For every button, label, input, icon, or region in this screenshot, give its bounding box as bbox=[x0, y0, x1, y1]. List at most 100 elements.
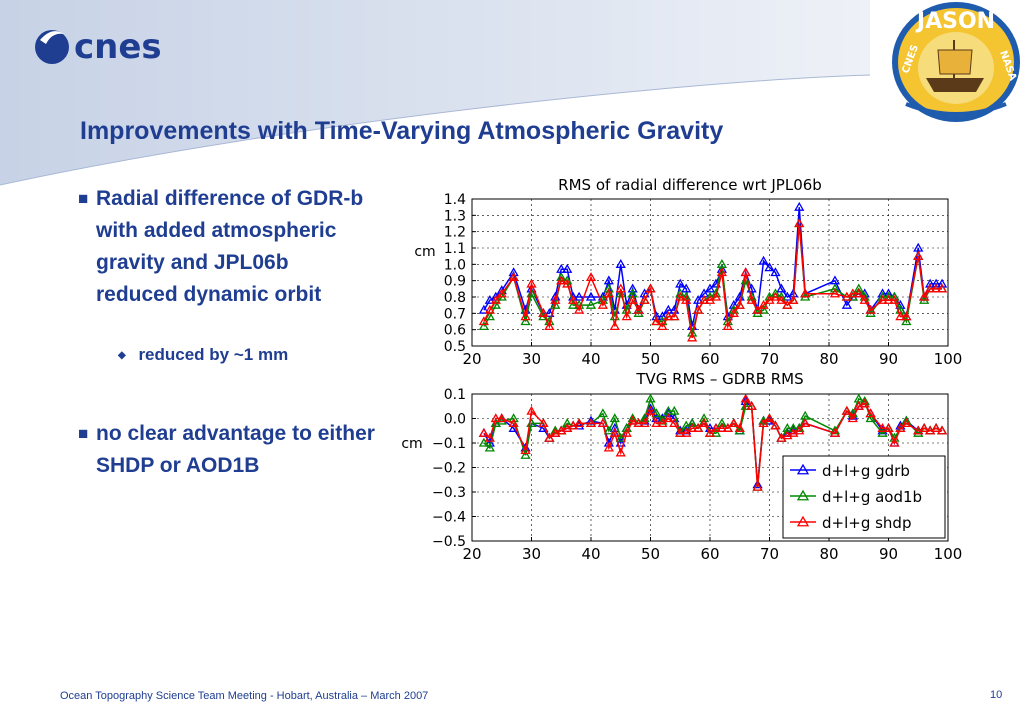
footer-text: Ocean Topography Science Team Meeting - … bbox=[60, 690, 429, 702]
data-point bbox=[877, 294, 888, 304]
data-point bbox=[734, 422, 745, 432]
data-point bbox=[841, 405, 852, 415]
data-point bbox=[889, 294, 900, 304]
data-point bbox=[746, 294, 757, 304]
y-tick-label: −0.2 bbox=[432, 461, 466, 477]
data-point bbox=[710, 427, 722, 437]
data-point bbox=[603, 442, 614, 452]
charts: RMS of radial difference wrt JPL06b cm 0… bbox=[401, 176, 963, 563]
data-point bbox=[746, 400, 757, 410]
data-point bbox=[758, 304, 769, 314]
chart-bottom: TVG RMS – GDRB RMS cm −0.5−0.4−0.3−0.2−0… bbox=[401, 370, 962, 563]
data-point bbox=[484, 442, 495, 452]
data-point bbox=[770, 291, 781, 301]
data-point bbox=[913, 427, 924, 437]
data-point bbox=[609, 413, 620, 423]
data-point bbox=[770, 267, 781, 277]
data-point bbox=[865, 304, 876, 314]
data-point bbox=[657, 321, 668, 331]
data-point bbox=[722, 321, 733, 331]
data-point bbox=[508, 267, 519, 277]
data-point bbox=[478, 427, 490, 437]
data-point bbox=[687, 422, 698, 432]
data-point bbox=[859, 398, 870, 408]
data-point bbox=[615, 283, 626, 293]
y-tick-label: 1.2 bbox=[444, 225, 466, 241]
data-point bbox=[645, 393, 656, 403]
data-point bbox=[829, 288, 841, 298]
data-point bbox=[585, 299, 597, 309]
legend-label: d+l+g aod1b bbox=[822, 488, 922, 506]
cnes-logo-text: cnes bbox=[74, 27, 162, 67]
chart-bottom-ylabel: cm bbox=[401, 436, 422, 452]
x-tick-label: 80 bbox=[819, 545, 838, 563]
y-tick-label: 0.6 bbox=[444, 323, 466, 339]
data-point bbox=[925, 283, 936, 293]
data-point bbox=[478, 321, 490, 331]
data-point bbox=[657, 311, 668, 321]
data-point bbox=[913, 250, 924, 260]
data-point bbox=[585, 418, 597, 428]
chart-top-ylabel: cm bbox=[414, 244, 435, 260]
data-point bbox=[758, 255, 769, 265]
x-tick-label: 90 bbox=[879, 545, 898, 563]
y-tick-label: 1.4 bbox=[444, 192, 466, 208]
data-point bbox=[478, 316, 490, 326]
data-point bbox=[609, 427, 620, 437]
data-point bbox=[925, 278, 936, 288]
data-point bbox=[901, 418, 912, 428]
bullet-text: Radial difference of GDR-b with added at… bbox=[96, 187, 364, 306]
data-point bbox=[538, 308, 549, 317]
data-point bbox=[710, 291, 722, 301]
data-point bbox=[847, 413, 858, 423]
chart-bottom-series bbox=[478, 393, 948, 491]
chart-top-series bbox=[478, 201, 948, 342]
bullet-text: no clear advantage to either SHDP or AOD… bbox=[96, 422, 375, 477]
data-point bbox=[764, 262, 775, 272]
data-point bbox=[627, 415, 638, 425]
data-point bbox=[758, 418, 769, 428]
data-point bbox=[681, 427, 692, 437]
data-point bbox=[556, 275, 567, 285]
data-point bbox=[734, 299, 745, 309]
jason-logo: JASON CNES NASA bbox=[892, 2, 1020, 122]
data-point bbox=[478, 437, 490, 447]
data-point bbox=[568, 294, 579, 304]
data-point bbox=[800, 418, 811, 428]
data-point bbox=[794, 201, 805, 211]
data-point bbox=[901, 311, 912, 321]
data-point bbox=[936, 278, 948, 288]
y-tick-label: 0.0 bbox=[444, 412, 466, 428]
x-tick-label: 100 bbox=[934, 545, 963, 563]
data-point bbox=[615, 437, 626, 447]
data-point bbox=[865, 413, 876, 423]
y-tick-label: 1.1 bbox=[444, 241, 466, 257]
legend-label: d+l+g gdrb bbox=[822, 462, 910, 480]
cnes-logo: cnes bbox=[35, 27, 162, 67]
chart-top-frame bbox=[471, 198, 949, 347]
data-point bbox=[597, 299, 609, 309]
data-point bbox=[704, 427, 716, 437]
data-point bbox=[496, 413, 507, 423]
data-point bbox=[550, 294, 561, 304]
data-point bbox=[776, 294, 787, 304]
bullet-square-icon: ■ bbox=[78, 424, 89, 443]
x-tick-label: 100 bbox=[934, 350, 963, 368]
data-point bbox=[550, 299, 561, 309]
data-point bbox=[740, 393, 751, 403]
data-point bbox=[496, 288, 507, 298]
data-point bbox=[716, 422, 728, 432]
x-tick-label: 60 bbox=[700, 350, 719, 368]
data-point bbox=[800, 288, 811, 298]
data-point bbox=[794, 425, 805, 435]
data-point bbox=[508, 272, 519, 282]
data-point bbox=[615, 288, 626, 298]
data-point bbox=[526, 278, 537, 288]
chart-bottom-legend: d+l+g gdrb d+l+g aod1b d+l+g shdp bbox=[782, 455, 946, 539]
data-point bbox=[764, 413, 775, 423]
data-point bbox=[615, 432, 626, 442]
data-point bbox=[895, 311, 906, 321]
data-point bbox=[526, 405, 537, 415]
data-point bbox=[484, 311, 495, 321]
legend-label: d+l+g shdp bbox=[822, 514, 911, 532]
